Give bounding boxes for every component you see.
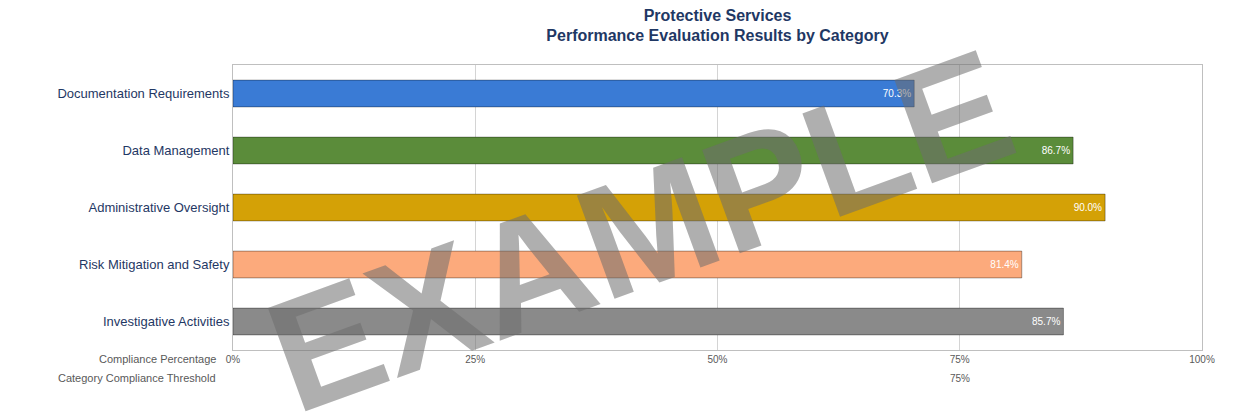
- svg-text:Protective ServicesPerformance: Protective ServicesPerformance Evaluatio…: [546, 7, 888, 45]
- svg-text:50%: 50%: [707, 354, 727, 365]
- svg-text:90.0%: 90.0%: [1074, 202, 1102, 213]
- svg-text:Compliance Percentage: Compliance Percentage: [99, 353, 216, 365]
- svg-text:0%: 0%: [226, 354, 241, 365]
- svg-text:100%: 100%: [1189, 354, 1215, 365]
- svg-text:81.4%: 81.4%: [990, 259, 1018, 270]
- svg-text:86.7%: 86.7%: [1042, 145, 1070, 156]
- svg-text:Data Management: Data Management: [122, 143, 229, 158]
- svg-text:75%: 75%: [950, 354, 970, 365]
- svg-text:75%: 75%: [950, 373, 970, 384]
- svg-text:25%: 25%: [465, 354, 485, 365]
- svg-text:Administrative Oversight: Administrative Oversight: [89, 200, 230, 215]
- svg-text:Investigative Activities: Investigative Activities: [103, 314, 230, 329]
- svg-text:Risk Mitigation and Safety: Risk Mitigation and Safety: [79, 257, 230, 272]
- svg-text:Documentation Requirements: Documentation Requirements: [57, 86, 229, 101]
- svg-text:85.7%: 85.7%: [1032, 316, 1060, 327]
- svg-text:70.3%: 70.3%: [883, 88, 911, 99]
- svg-text:Category Compliance Threshold: Category Compliance Threshold: [58, 372, 216, 384]
- svg-text:EXAMPLE: EXAMPLE: [246, 14, 1034, 413]
